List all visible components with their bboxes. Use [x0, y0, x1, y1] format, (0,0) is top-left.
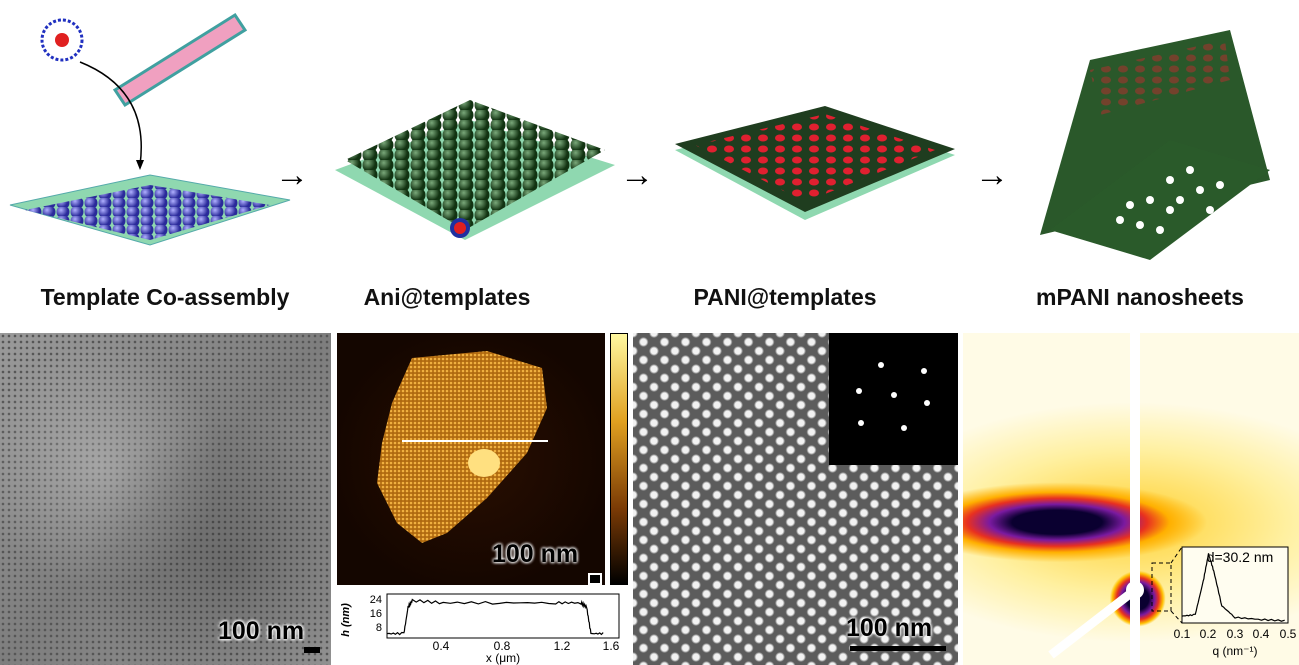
scale-label: 100 nm — [492, 540, 579, 568]
step-label: Ani@templates — [363, 284, 531, 310]
sem-image — [0, 333, 331, 665]
block-copolymer-sheet-icon — [112, 12, 248, 108]
beamstop-arm — [1048, 586, 1138, 659]
ytick: 24 — [370, 594, 382, 606]
fft-inset — [829, 333, 958, 465]
xtick: 1.2 — [554, 639, 571, 653]
step-arrow-icon: → — [620, 156, 654, 194]
assembly-arrow-icon — [79, 61, 142, 166]
xtick: 0.2 — [1200, 627, 1217, 641]
micelle-icon — [40, 18, 84, 62]
xtick: 0.4 — [433, 639, 450, 653]
scale-label: 100 nm — [218, 617, 305, 645]
ytick: 16 — [370, 608, 382, 620]
nanosheet-flake — [377, 351, 547, 543]
saxs-xlabel: q (nm⁻¹) — [1213, 644, 1258, 658]
xtick: 1.6 — [603, 639, 620, 653]
height-colorbar — [610, 333, 628, 585]
step-label: mPANI nanosheets — [1036, 284, 1244, 310]
ani-templates-schematic — [335, 100, 615, 240]
afm-image — [337, 333, 605, 585]
xtick: 0.5 — [1280, 627, 1297, 641]
xtick: 0.8 — [494, 639, 511, 653]
step-arrow-icon: → — [275, 156, 309, 194]
xtick: 0.4 — [1253, 627, 1270, 641]
ytick: 8 — [376, 622, 382, 634]
xtick: 0.3 — [1227, 627, 1244, 641]
profile-ylabel: h (nm) — [340, 603, 352, 637]
xtick: 0.1 — [1174, 627, 1191, 641]
scale-bar — [304, 647, 320, 653]
profile-xlabel: x (μm) — [486, 651, 520, 665]
saxs-series — [1181, 553, 1285, 622]
scale-bar — [588, 573, 602, 585]
profile-series — [386, 598, 604, 636]
scale-label: 100 nm — [846, 614, 933, 642]
step-label: Template Co-assembly — [40, 284, 290, 310]
template-coassembly-schematic — [9, 12, 291, 246]
beamstop-arm — [1130, 333, 1140, 665]
d-spacing-annotation: d=30.2 nm — [1207, 549, 1274, 565]
mpani-nanosheets-schematic — [1040, 30, 1270, 260]
step-arrow-icon: → — [975, 156, 1009, 194]
step-label: PANI@templates — [693, 284, 877, 310]
scale-bar — [850, 646, 946, 651]
saxs-profile-inset: d=30.2 nm 0.1 0.2 0.3 0.4 0.5 q (nm⁻¹) — [1151, 546, 1297, 658]
afm-height-profile: h (nm) 24 16 8 0.4 0.8 1.2 1.6 x (μm) — [340, 593, 620, 665]
pani-templates-schematic — [675, 106, 955, 220]
